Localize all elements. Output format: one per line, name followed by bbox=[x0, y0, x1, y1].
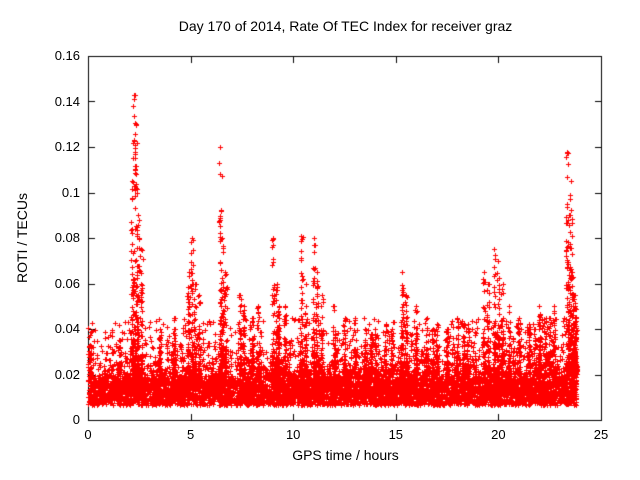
y-tick-label: 0.08 bbox=[54, 230, 80, 245]
x-tick-label: 20 bbox=[491, 427, 506, 442]
x-axis-label: GPS time / hours bbox=[292, 447, 399, 463]
y-tick-label: 0.02 bbox=[54, 366, 80, 382]
y-tick-label: 0.04 bbox=[54, 321, 80, 336]
y-tick-label: 0.1 bbox=[61, 184, 80, 200]
y-tick-label: 0.06 bbox=[54, 275, 80, 291]
x-tick-label: 25 bbox=[593, 427, 609, 442]
x-tick-label: 5 bbox=[186, 427, 195, 442]
x-tick-label: 15 bbox=[388, 427, 404, 442]
y-tick-label: 0 bbox=[72, 412, 80, 427]
y-tick-label: 0.12 bbox=[54, 139, 80, 154]
y-tick-label: 0.16 bbox=[54, 48, 80, 63]
x-tick-label: 10 bbox=[285, 427, 301, 442]
chart-title: Day 170 of 2014, Rate Of TEC Index for r… bbox=[178, 18, 513, 34]
y-tick-label: 0.14 bbox=[54, 93, 80, 109]
x-tick-label: 0 bbox=[84, 427, 92, 442]
